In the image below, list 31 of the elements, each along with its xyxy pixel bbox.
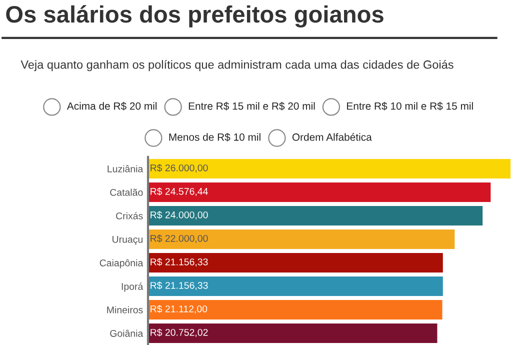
text: Entre R$ 10 mil e R$ 15 mil — [347, 102, 473, 110]
bar — [148, 181, 492, 204]
data-label: R$ 20.752,02 — [150, 328, 208, 338]
bar — [148, 322, 438, 344]
bar — [148, 298, 444, 321]
y-tick-label: Iporá — [122, 282, 144, 292]
bar — [148, 158, 512, 180]
data-label: R$ 26.000,00 — [150, 164, 208, 172]
data-label: R$ 24.000,00 — [150, 211, 208, 220]
text: Acima de R$ 20 mil — [66, 102, 157, 110]
chart-title: Os salários dos prefeitos goianos — [6, 5, 384, 28]
y-tick-label: Mineiros — [107, 306, 143, 314]
text: Menos de R$ 10 mil — [169, 132, 260, 142]
data-label: R$ 21.112,00 — [150, 305, 208, 314]
data-label: R$ 21.156,33 — [150, 282, 208, 290]
chart-subtitle: Veja quanto ganham os políticos que administram cada uma das cidades de Goiás — [20, 60, 454, 72]
y-tick-label: Luziânia — [108, 165, 144, 172]
y-tick-label: Uruaçu — [112, 236, 142, 245]
data-label: R$ 22.000,00 — [150, 234, 208, 243]
text: Entre R$ 15 mil e R$ 20 mil — [188, 102, 315, 110]
data-label: R$ 21.156,33 — [150, 258, 208, 266]
y-tick-label: Caiapônia — [100, 259, 144, 268]
bar — [148, 252, 444, 274]
y-tick-label: Goiânia — [110, 330, 144, 337]
bar — [148, 204, 484, 227]
bar — [148, 275, 444, 298]
text: Ordem Alfabética — [292, 133, 372, 141]
y-tick-label: Crixás — [116, 212, 143, 220]
y-tick-label: Catalão — [110, 188, 143, 196]
bar — [148, 228, 456, 250]
data-label: R$ 24.576,44 — [150, 188, 208, 196]
